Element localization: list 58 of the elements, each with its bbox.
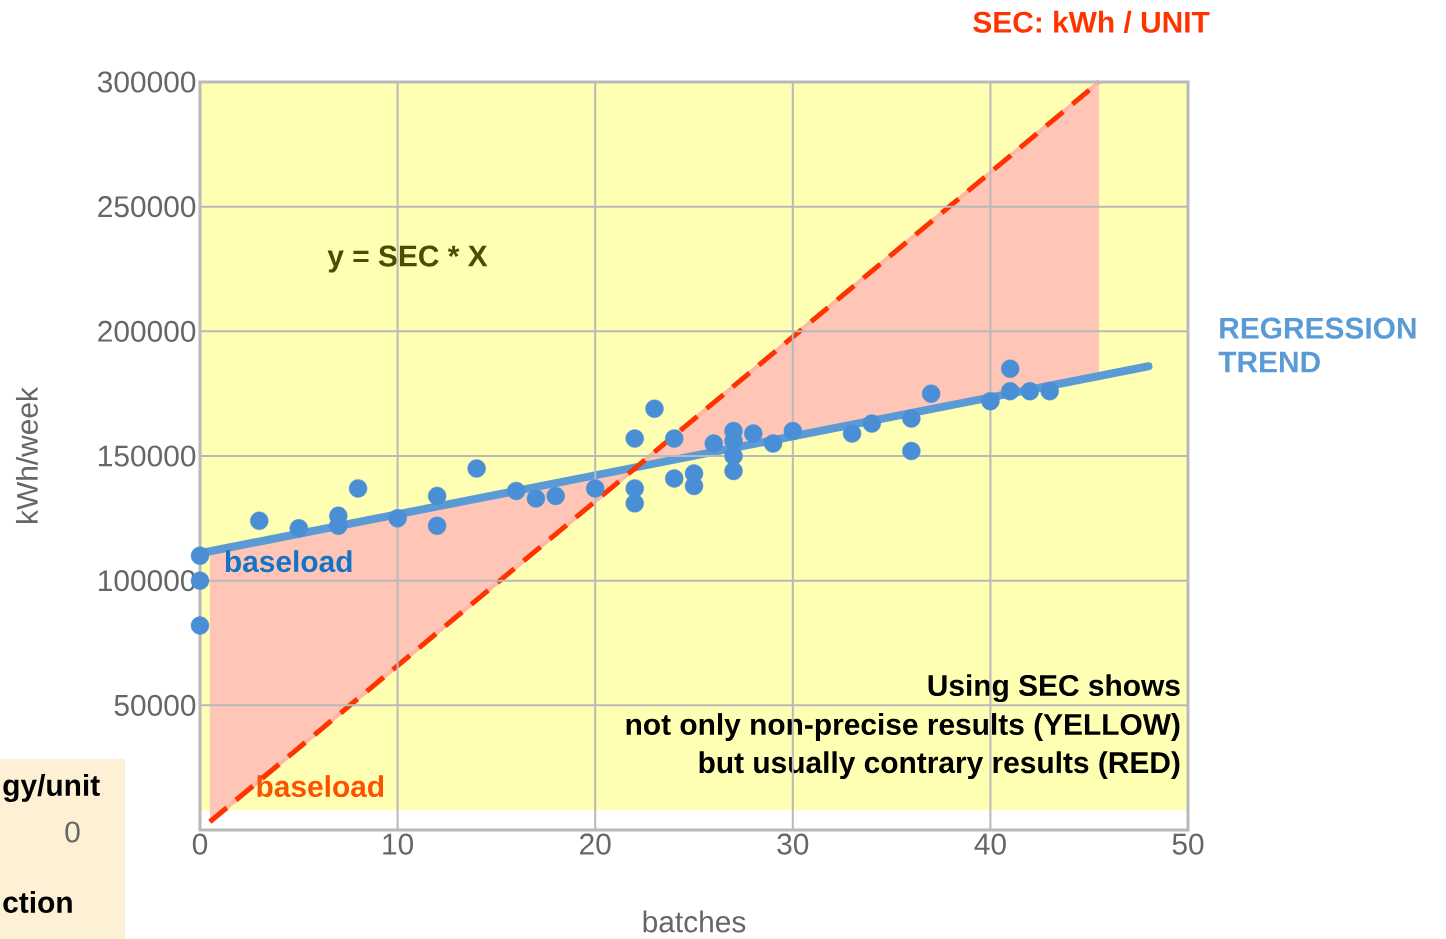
y-tick-label: 200000	[98, 320, 196, 342]
point	[921, 384, 941, 403]
point	[190, 546, 210, 565]
text: SEC: kWh / UNIT	[973, 10, 1210, 34]
x-tick-label: 50	[1172, 833, 1204, 855]
y-tick-label: 150000	[99, 445, 196, 467]
point	[625, 494, 644, 513]
point	[684, 476, 704, 496]
point	[1000, 359, 1020, 378]
x-tick-label: 40	[974, 833, 1006, 855]
y-axis-title: kWh/week	[15, 387, 38, 523]
point	[783, 421, 802, 441]
point	[1020, 381, 1040, 401]
y-tick-label: 250000	[98, 196, 196, 218]
point	[388, 509, 407, 528]
point	[427, 486, 447, 506]
annotation: Using SEC shows	[928, 674, 1180, 703]
x-tick-label: 30	[777, 833, 809, 855]
x-tick-label: 20	[580, 833, 611, 855]
point	[763, 434, 783, 453]
point	[506, 481, 526, 501]
point	[289, 519, 308, 538]
x-tick-label: 10	[383, 833, 414, 855]
point	[467, 459, 486, 478]
point	[645, 399, 664, 418]
annotation: baseload	[257, 775, 384, 798]
annotation: y = SEC * X	[327, 245, 488, 273]
text: ction	[3, 891, 72, 913]
y-tick-label: 300000	[97, 71, 196, 93]
point	[190, 616, 210, 635]
y-tick-label: 50000	[114, 694, 196, 716]
point	[250, 511, 269, 531]
point	[586, 479, 605, 498]
text: gy/unit	[3, 774, 100, 802]
point	[842, 424, 862, 443]
point	[665, 429, 684, 448]
annotation: not only non-precise results (YELLOW)	[626, 713, 1180, 741]
x-tick-label: 0	[192, 833, 208, 855]
annotation: but usually contrary results (RED)	[699, 751, 1180, 780]
point	[902, 409, 921, 428]
point	[546, 486, 565, 506]
point	[1000, 381, 1020, 401]
point	[981, 391, 1000, 411]
point	[744, 424, 763, 443]
text: REGRESSION TREND	[1218, 317, 1416, 373]
point	[427, 516, 447, 536]
point	[625, 429, 644, 448]
point	[724, 461, 743, 481]
point	[902, 441, 921, 461]
point	[862, 414, 882, 433]
point	[625, 479, 644, 498]
point	[526, 489, 546, 508]
point	[704, 434, 723, 453]
point	[348, 479, 368, 498]
point	[1040, 381, 1059, 401]
annotation: baseload	[225, 550, 352, 573]
point	[665, 469, 684, 488]
x-axis-title: batches	[643, 910, 746, 933]
